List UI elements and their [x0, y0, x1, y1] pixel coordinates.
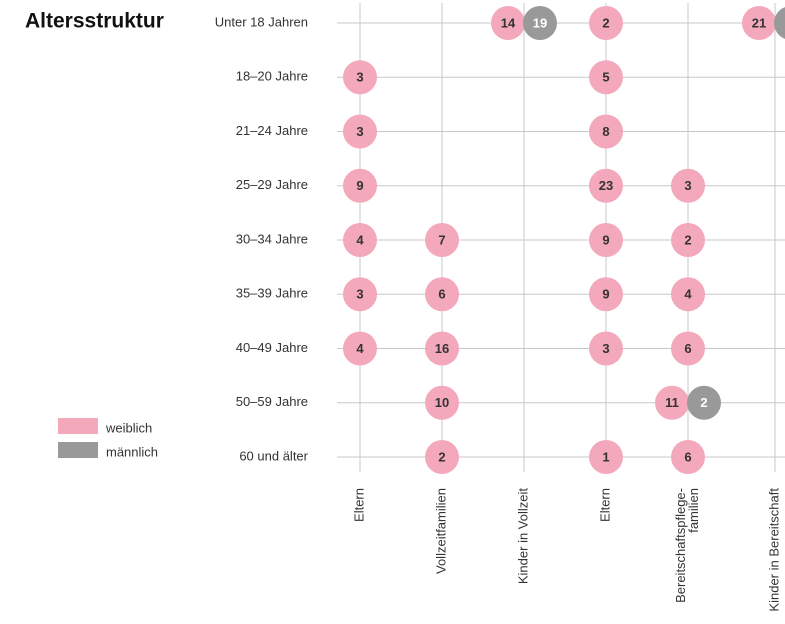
dot-label: 7: [438, 232, 445, 247]
dot: [589, 114, 623, 149]
dot-label: 19: [533, 15, 547, 30]
dot-label: 6: [684, 341, 691, 356]
dot: [589, 440, 623, 474]
dot: [589, 60, 623, 95]
dot-label: 3: [356, 70, 363, 85]
dot: [589, 6, 623, 40]
dot: [425, 331, 459, 366]
dot: [425, 277, 459, 312]
dot-label: 1: [602, 449, 609, 464]
row-label: 60 und älter: [239, 448, 308, 463]
column-label: familien: [686, 488, 701, 533]
dot: [687, 385, 721, 420]
dot-label: 3: [684, 178, 691, 193]
dot: [343, 60, 377, 95]
column-label: Eltern: [597, 488, 612, 522]
dot: [343, 223, 377, 257]
row-label: 25–29 Jahre: [236, 177, 308, 192]
legend-label: männlich: [106, 444, 158, 459]
dot: [671, 223, 705, 257]
dot-label: 16: [435, 341, 449, 356]
row-label: 40–49 Jahre: [236, 340, 308, 355]
dot-label: 2: [684, 232, 691, 247]
legend-swatch: [58, 418, 98, 434]
dot-label: 2: [438, 449, 445, 464]
dot: [343, 331, 377, 366]
dot-label: 4: [356, 232, 364, 247]
dot: [343, 114, 377, 149]
dot: [655, 385, 689, 420]
legend-label: weiblich: [105, 420, 152, 435]
dot-label: 11: [665, 395, 679, 410]
dot: [425, 440, 459, 474]
dot-label: 3: [356, 124, 363, 139]
dot: [343, 277, 377, 312]
dot: [671, 277, 705, 312]
dot-label: 23: [599, 178, 613, 193]
dot-label: 2: [602, 15, 609, 30]
column-label: Eltern: [351, 488, 366, 522]
dot: [425, 223, 459, 257]
dot-label: 14: [501, 15, 516, 30]
dot-label: 9: [356, 178, 363, 193]
dot: [425, 385, 459, 420]
dot: [343, 168, 377, 203]
dot-label: 2: [700, 395, 707, 410]
dot-label: 3: [356, 287, 363, 302]
dot: [671, 168, 705, 203]
dot: [671, 440, 705, 474]
column-label: Bereitschaftspflege-: [673, 488, 688, 603]
dot-label: 6: [684, 449, 691, 464]
dot-label: 3: [602, 341, 609, 356]
column-label: Vollzeitfamilien: [433, 488, 448, 574]
dot: [671, 331, 705, 366]
row-label: 21–24 Jahre: [236, 123, 308, 138]
dot: [589, 168, 623, 203]
row-label: 30–34 Jahre: [236, 231, 308, 246]
row-label: 35–39 Jahre: [236, 286, 308, 301]
dot-label: 8: [602, 124, 609, 139]
legend-swatch: [58, 442, 98, 458]
dot-label: 10: [435, 395, 449, 410]
column-label: Kinder in Vollzeit: [515, 488, 530, 584]
dot: [589, 331, 623, 366]
dot: [523, 6, 557, 40]
dot: [589, 277, 623, 312]
dot-label: 9: [602, 287, 609, 302]
dot-label: 6: [438, 287, 445, 302]
dot-label: 4: [356, 341, 364, 356]
chart-title: Altersstruktur: [25, 10, 164, 33]
column-label: Kinder in Bereitschaft: [766, 488, 781, 612]
dot-label: 21: [752, 15, 766, 30]
row-label: Unter 18 Jahren: [215, 14, 308, 29]
dot: [742, 6, 776, 40]
dot: [491, 6, 525, 40]
dot: [589, 223, 623, 257]
dot: [774, 7, 785, 39]
dot-label: 4: [684, 287, 692, 302]
row-label: 50–59 Jahre: [236, 394, 308, 409]
dot-label: 9: [602, 232, 609, 247]
row-label: 18–20 Jahre: [236, 69, 308, 84]
dot-label: 5: [602, 70, 609, 85]
